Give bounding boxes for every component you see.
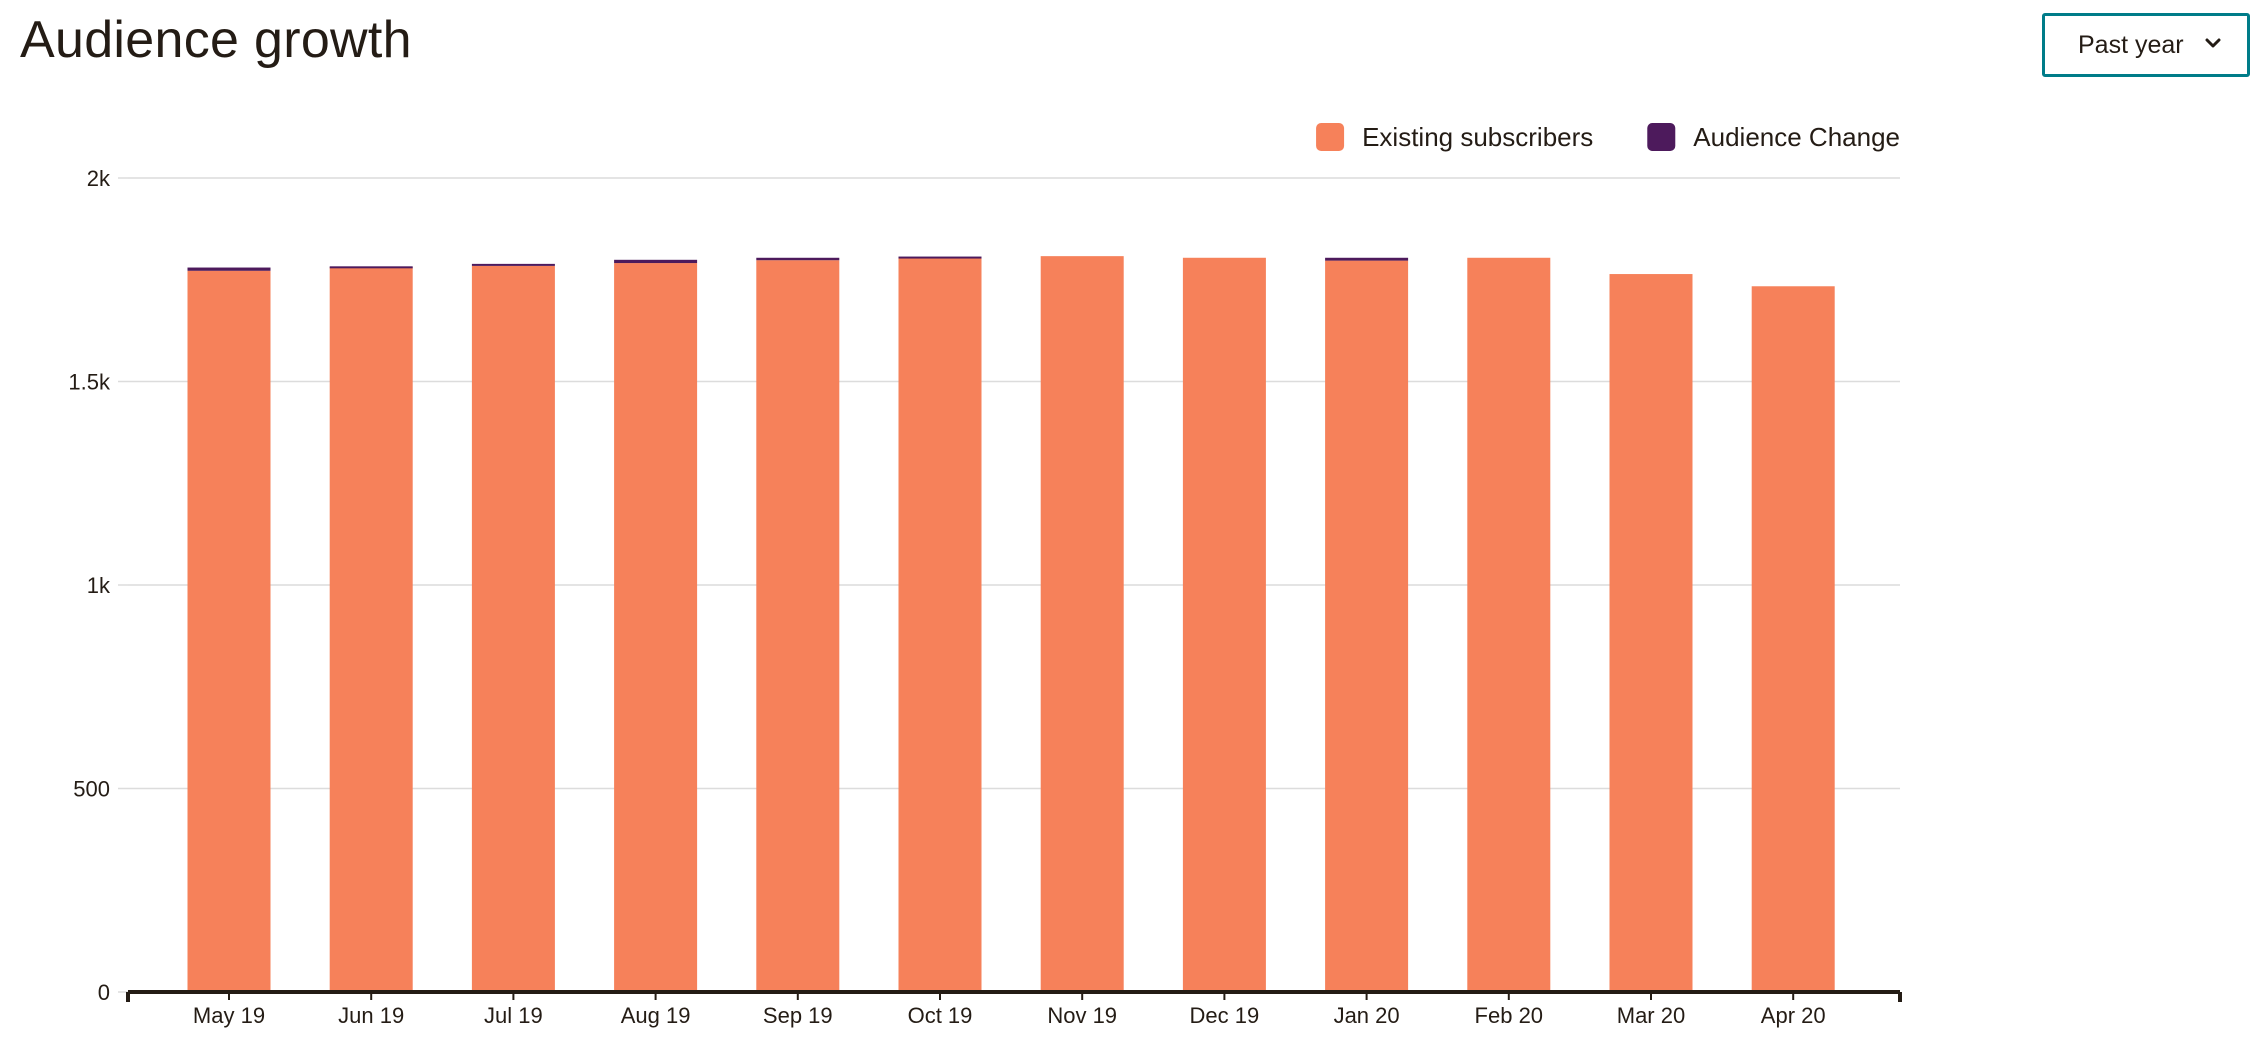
bar-existing-subscribers[interactable] bbox=[614, 263, 698, 992]
bar-audience-change[interactable] bbox=[614, 259, 698, 264]
bar-existing-subscribers[interactable] bbox=[1182, 257, 1266, 993]
bar-existing-subscribers[interactable] bbox=[1040, 256, 1124, 992]
chevron-down-icon bbox=[2205, 36, 2221, 54]
bar-existing-subscribers[interactable] bbox=[1751, 286, 1835, 993]
bar-existing-subscribers[interactable] bbox=[1609, 274, 1693, 992]
x-tick-label: Jan 20 bbox=[1334, 1003, 1400, 1028]
y-tick-label: 500 bbox=[73, 777, 110, 802]
legend-swatch-audience-change[interactable] bbox=[1647, 123, 1676, 151]
x-tick-label: Sep 19 bbox=[763, 1003, 833, 1028]
bar-audience-change[interactable] bbox=[329, 266, 413, 269]
y-tick-label: 0 bbox=[98, 980, 110, 1005]
x-tick-label: Aug 19 bbox=[621, 1003, 691, 1028]
page-title: Audience growth bbox=[20, 11, 412, 69]
y-tick-label: 1.5k bbox=[68, 370, 111, 395]
x-tick-label: Jun 19 bbox=[338, 1003, 404, 1028]
y-tick-label: 1k bbox=[87, 573, 111, 598]
x-tick-label: Jul 19 bbox=[484, 1003, 543, 1028]
x-tick-label: Apr 20 bbox=[1761, 1003, 1826, 1028]
x-tick-label: Dec 19 bbox=[1190, 1003, 1260, 1028]
y-tick-label: 2k bbox=[87, 166, 111, 191]
bar-audience-change[interactable] bbox=[471, 263, 555, 266]
date-range-select[interactable]: Past year bbox=[2042, 13, 2250, 77]
bar-existing-subscribers[interactable] bbox=[756, 260, 840, 992]
legend-swatch-existing-subscribers[interactable] bbox=[1316, 123, 1345, 151]
legend-label-audience-change: Audience Change bbox=[1693, 122, 1900, 152]
legend-label-existing-subscribers: Existing subscribers bbox=[1362, 122, 1593, 152]
bar-existing-subscribers[interactable] bbox=[329, 267, 413, 992]
x-tick-label: Mar 20 bbox=[1617, 1003, 1685, 1028]
x-tick-label: May 19 bbox=[193, 1003, 265, 1028]
bar-audience-change[interactable] bbox=[187, 267, 271, 271]
x-tick-label: Feb 20 bbox=[1475, 1003, 1544, 1028]
bar-audience-change[interactable] bbox=[898, 256, 982, 259]
bar-existing-subscribers[interactable] bbox=[898, 257, 982, 992]
bar-existing-subscribers[interactable] bbox=[1325, 260, 1409, 993]
bar-existing-subscribers[interactable] bbox=[1467, 257, 1551, 993]
date-range-selected-value: Past year bbox=[2078, 30, 2184, 59]
bar-existing-subscribers[interactable] bbox=[471, 265, 555, 992]
bar-audience-change[interactable] bbox=[1325, 257, 1409, 261]
bar-audience-change[interactable] bbox=[756, 257, 840, 261]
x-tick-label: Oct 19 bbox=[908, 1003, 973, 1028]
x-tick-label: Nov 19 bbox=[1047, 1003, 1117, 1028]
bar-existing-subscribers[interactable] bbox=[187, 270, 271, 992]
